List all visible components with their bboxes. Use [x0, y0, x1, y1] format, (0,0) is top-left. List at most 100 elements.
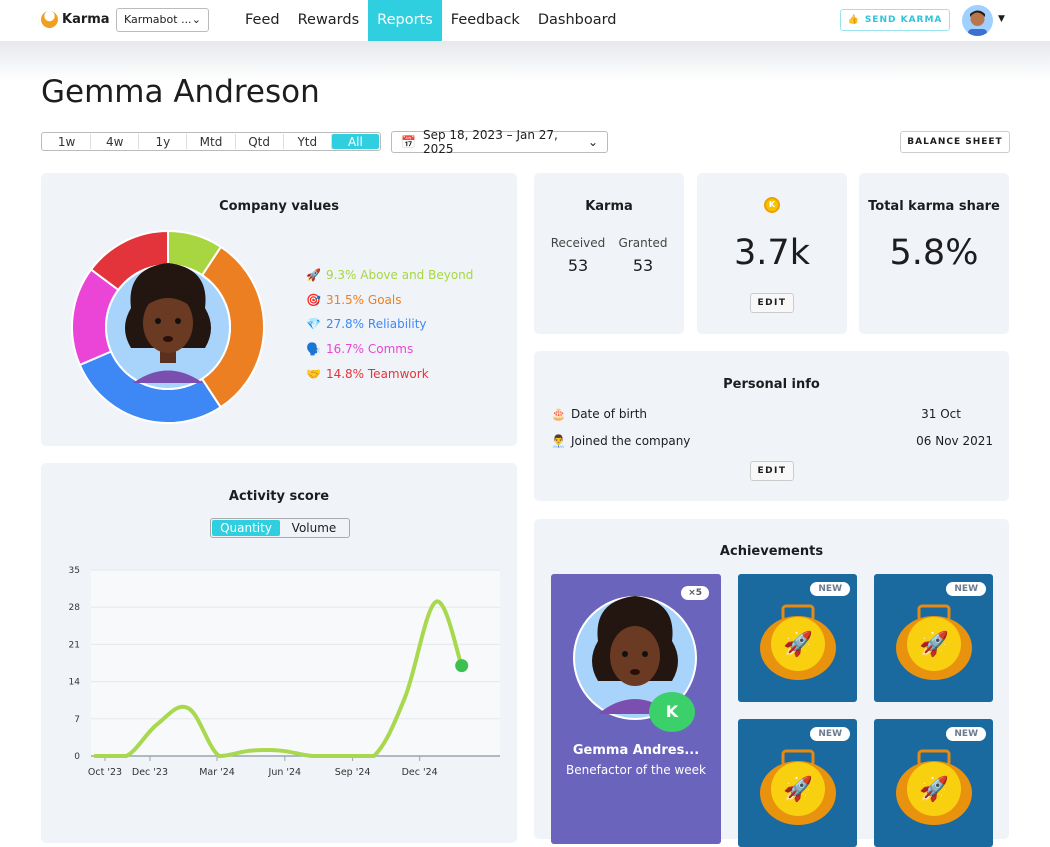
range-mtd[interactable]: Mtd [187, 134, 236, 149]
karma-balance-value: 3.7k [734, 233, 810, 273]
achievement-count-badge: ×5 [681, 586, 709, 600]
legend-label: 16.7% Comms [325, 342, 414, 357]
karma-share-value: 5.8% [889, 233, 979, 273]
workspace-select[interactable]: Karmabot ... ⌄ [116, 8, 209, 32]
x-tick-label: Dec '24 [402, 767, 438, 778]
company-values-legend: 🚀 9.3% Above and Beyond 🎯 31.5% Goals 💎 27.… [306, 263, 473, 387]
info-label: Joined the company [570, 434, 691, 448]
speaking-head-icon: 🗣️ [306, 342, 321, 357]
featured-subtitle: Benefactor of the week [566, 763, 706, 777]
chevron-down-icon: ⌄ [191, 13, 201, 26]
range-4w[interactable]: 4w [91, 134, 140, 149]
date-range-picker[interactable]: 📅 Sep 18, 2023 – Jan 27, 2025 ⌄ [391, 128, 608, 156]
achievement-tile[interactable]: NEW 🚀 [874, 719, 993, 847]
new-badge: NEW [946, 727, 986, 741]
y-tick-label: 35 [69, 566, 80, 576]
logo-text: Karma [62, 12, 110, 27]
legend-label: 14.8% Teamwork [325, 366, 429, 381]
granted-label: Granted [618, 236, 668, 250]
tab-feedback[interactable]: Feedback [450, 12, 520, 28]
y-tick-label: 28 [69, 603, 81, 613]
karma-balance-card: K 3.7k EDIT [697, 173, 847, 334]
legend-item: 💎 27.8% Reliability [306, 312, 473, 337]
last-data-point[interactable] [455, 659, 469, 673]
y-tick-label: 7 [74, 715, 80, 725]
legend-label: 27.8% Reliability [325, 317, 427, 332]
legend-label: 9.3% Above and Beyond [325, 268, 474, 282]
medal-icon: 🚀 [760, 604, 836, 680]
tab-dashboard[interactable]: Dashboard [537, 12, 617, 28]
karma-logo-icon [41, 11, 58, 28]
range-qtd[interactable]: Qtd [236, 134, 284, 149]
y-tick-label: 21 [69, 640, 80, 650]
info-value: 06 Nov 2021 [916, 434, 993, 448]
toggle-volume[interactable]: Volume [291, 521, 337, 535]
tab-feed[interactable]: Feed [245, 12, 280, 28]
new-badge: NEW [946, 582, 986, 596]
card-title: Achievements [719, 544, 824, 559]
thumbs-up-icon: 👍 [847, 15, 860, 25]
karma-coin-icon: K [764, 197, 780, 213]
karma-card: Karma Received Granted 53 53 [534, 173, 684, 334]
company-values-donut [71, 229, 265, 424]
date-range-label: Sep 18, 2023 – Jan 27, 2025 [422, 128, 558, 156]
card-title: Karma [585, 199, 633, 214]
x-tick-label: Oct '23 [88, 767, 122, 778]
achievements-card: Achievements ×5 K Gemma Andres... Benefa… [534, 519, 1009, 847]
range-all[interactable]: All [331, 134, 379, 149]
caret-down-icon[interactable]: ▼ [998, 14, 1005, 24]
x-tick-label: Jun '24 [268, 767, 302, 778]
achievement-tile[interactable]: NEW 🚀 [874, 574, 993, 702]
card-title: Personal info [723, 377, 820, 392]
edit-personal-info-button[interactable]: EDIT [750, 461, 794, 481]
svg-text:🚀: 🚀 [783, 775, 813, 803]
received-label: Received [550, 236, 606, 250]
achievement-tile[interactable]: NEW 🚀 [738, 719, 857, 847]
featured-achievement[interactable]: ×5 K Gemma Andres... Benefactor of the w… [551, 574, 721, 844]
svg-text:🚀: 🚀 [919, 775, 949, 803]
send-karma-label: SEND KARMA [864, 15, 943, 25]
medal-icon: 🚀 [896, 749, 972, 825]
received-value: 53 [567, 256, 589, 275]
activity-toggle: Quantity Volume [210, 518, 350, 538]
legend-item: 🗣️ 16.7% Comms [306, 337, 473, 362]
achievement-tile[interactable]: NEW 🚀 [738, 574, 857, 702]
y-tick-label: 14 [69, 678, 81, 688]
range-ytd[interactable]: Ytd [284, 134, 332, 149]
edit-balance-button[interactable]: EDIT [750, 293, 794, 313]
personal-info-card: Personal info 🎂 Date of birth 31 Oct 👨‍💼 J… [534, 351, 1009, 501]
piggy-bank-icon: K [649, 692, 695, 732]
featured-name: Gemma Andres... [572, 743, 700, 758]
gem-icon: 💎 [306, 317, 321, 332]
user-avatar[interactable] [962, 5, 993, 36]
x-tick-label: Mar '24 [199, 767, 235, 778]
y-tick-label: 0 [74, 752, 80, 762]
page-title: Gemma Andreson [41, 74, 320, 110]
top-nav: Karma Karmabot ... ⌄ Feed Rewards Reports… [0, 0, 1050, 41]
medal-icon: 🚀 [896, 604, 972, 680]
activity-score-card: Activity score Quantity Volume 0 7 14 21 28 3… [41, 463, 517, 843]
range-selector: 1w 4w 1y Mtd Qtd Ytd All [41, 132, 381, 151]
info-value: 31 Oct [921, 407, 961, 421]
legend-item: 🚀 9.3% Above and Beyond [306, 263, 473, 288]
card-title: Total karma share [868, 199, 1000, 214]
tab-rewards[interactable]: Rewards [297, 12, 360, 28]
karma-logo[interactable]: Karma [41, 11, 110, 28]
range-1w[interactable]: 1w [43, 134, 92, 149]
medal-icon: 🚀 [760, 749, 836, 825]
tab-reports[interactable]: Reports [368, 0, 442, 41]
send-karma-button[interactable]: 👍 SEND KARMA [840, 9, 950, 31]
chevron-down-icon: ⌄ [587, 135, 598, 149]
calendar-icon: 📅 [401, 135, 416, 149]
balance-sheet-button[interactable]: BALANCE SHEET [900, 131, 1010, 153]
card-title: Activity score [228, 489, 330, 504]
range-1y[interactable]: 1y [139, 134, 188, 149]
toggle-quantity[interactable]: Quantity [212, 520, 280, 536]
header-shadow [0, 41, 1050, 81]
card-title: Company values [219, 199, 339, 214]
featured-avatar [573, 596, 697, 720]
rocket-icon: 🚀 [306, 268, 321, 282]
target-icon: 🎯 [306, 292, 321, 307]
handshake-icon: 🤝 [306, 366, 321, 381]
office-worker-icon: 👨‍💼 [551, 434, 566, 448]
